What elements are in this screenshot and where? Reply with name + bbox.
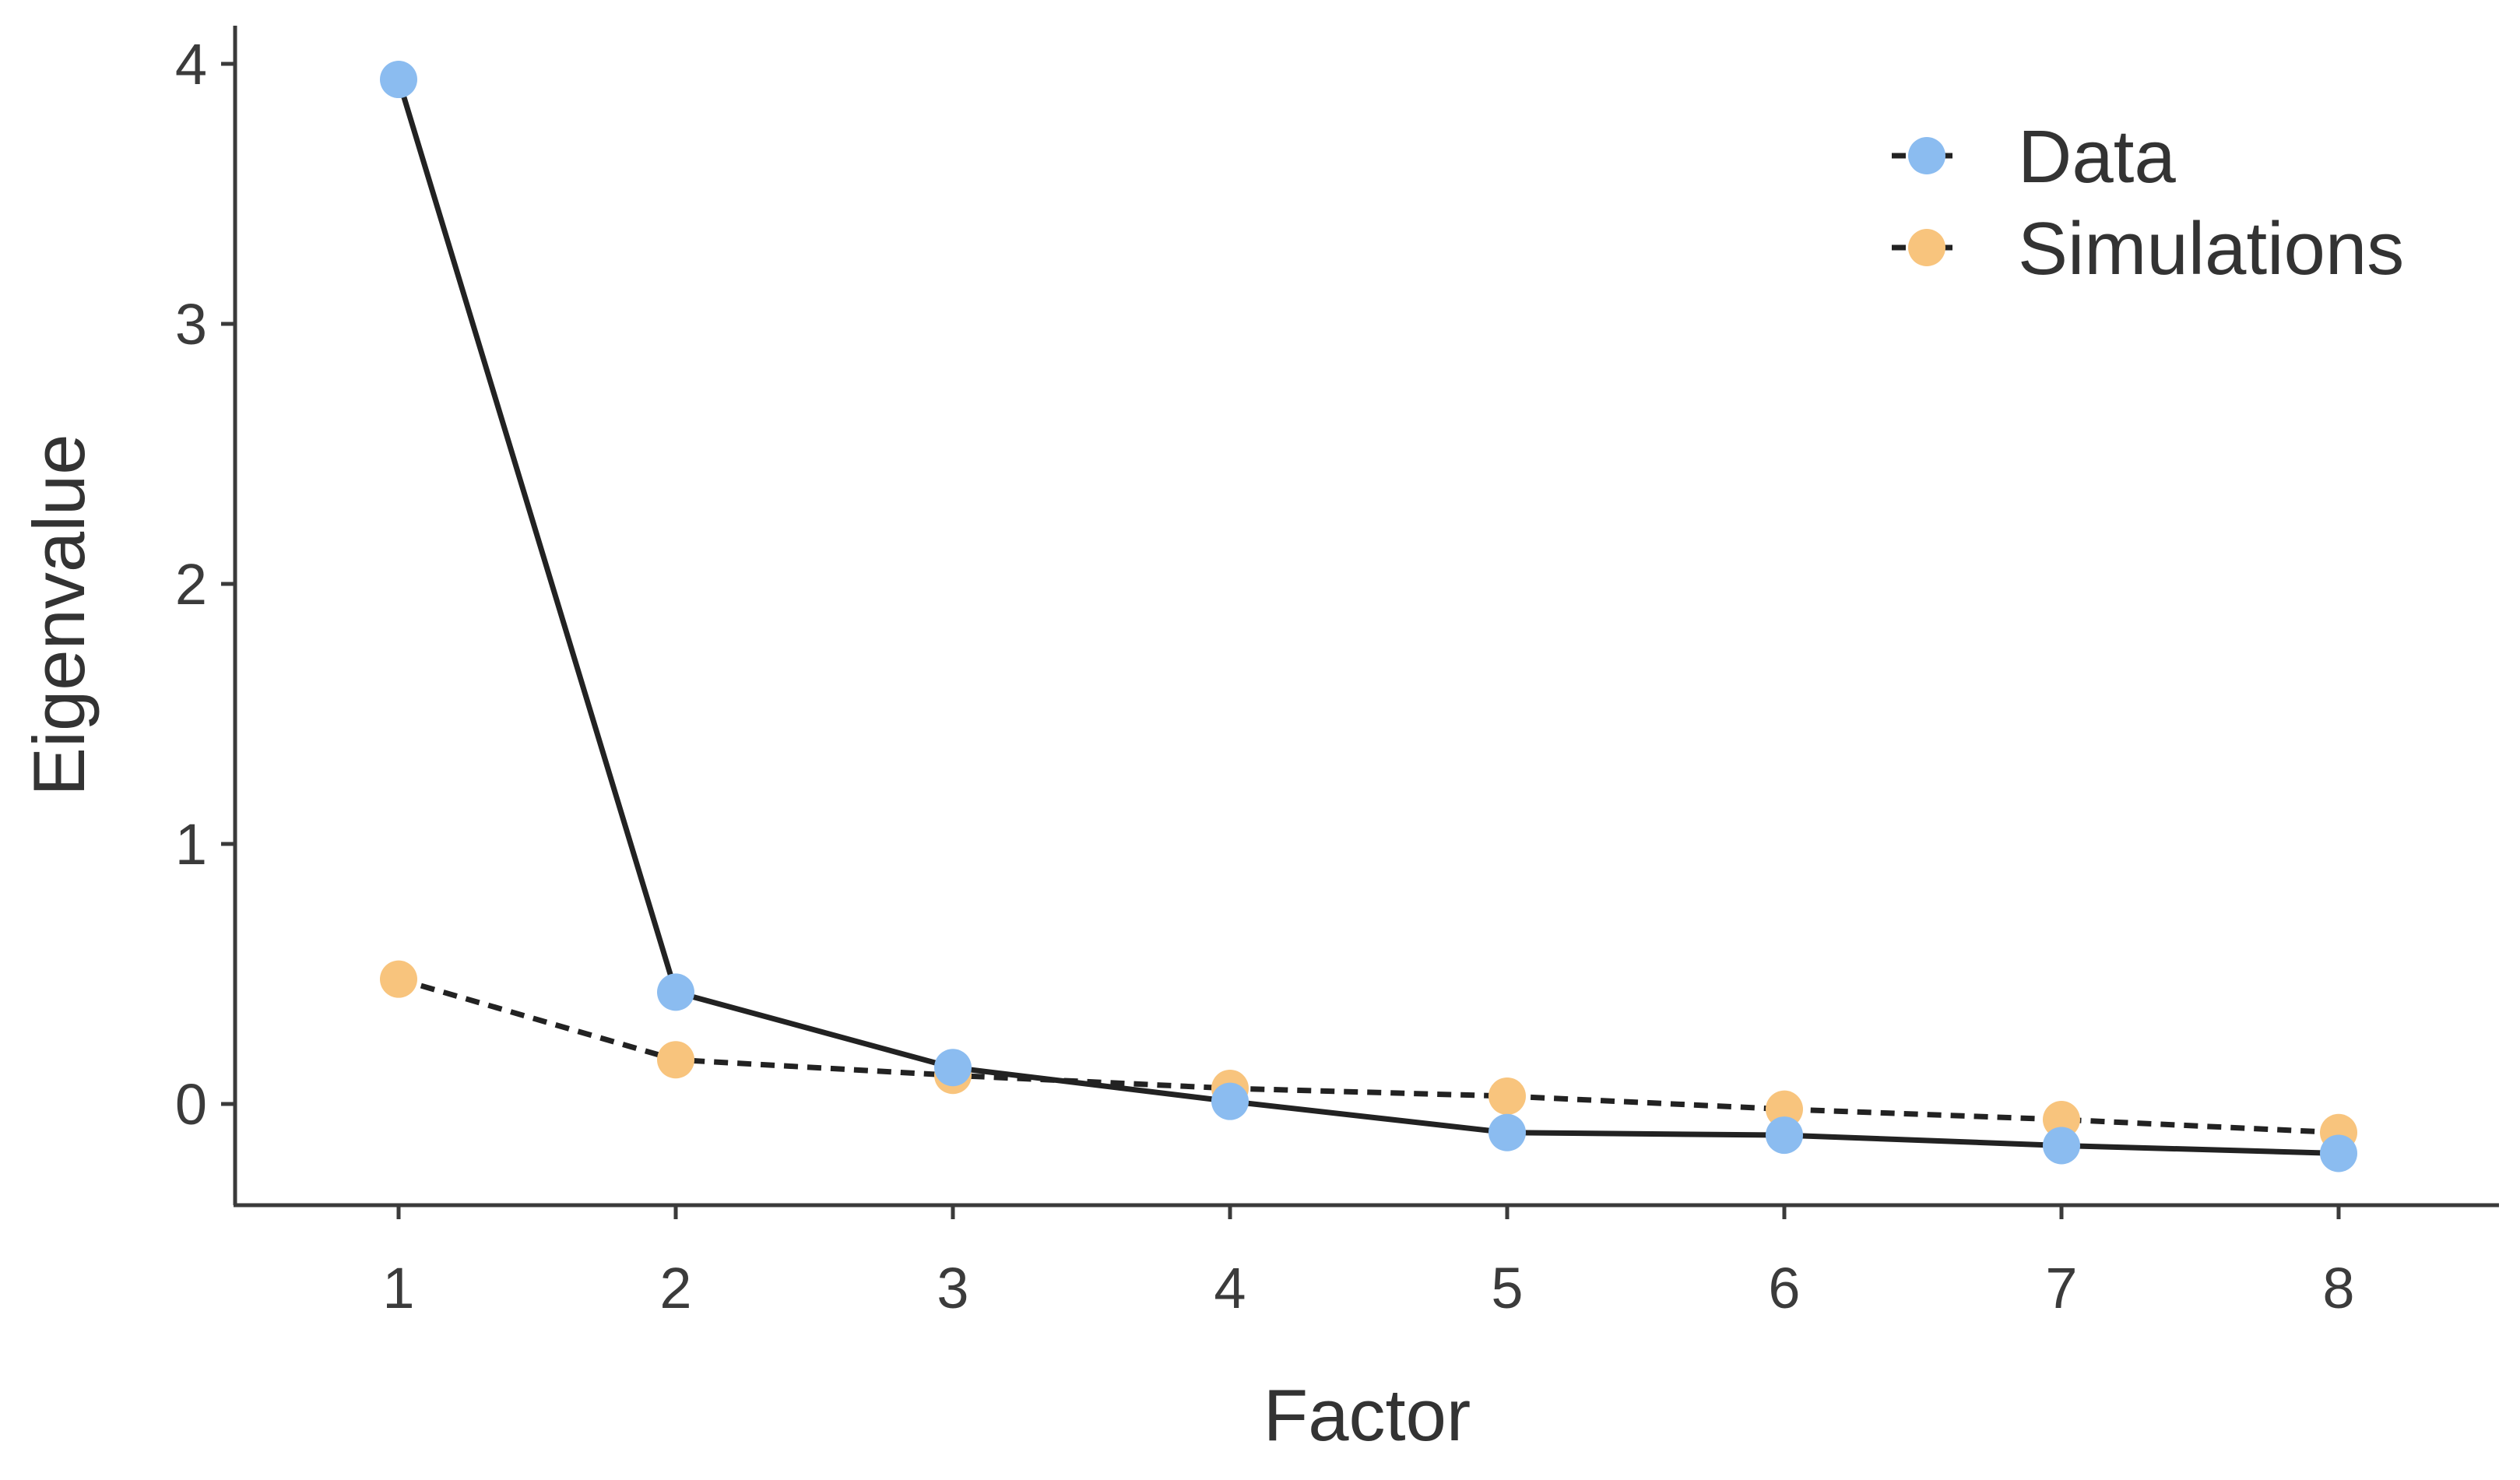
legend-item-data: Data xyxy=(1892,115,2176,199)
data-point-simulations xyxy=(1766,1090,1803,1128)
x-tick-label: 3 xyxy=(937,1256,968,1320)
y-tick-label: 1 xyxy=(175,812,207,877)
x-tick-label: 6 xyxy=(1768,1256,1800,1320)
data-point-simulations xyxy=(1488,1077,1526,1115)
x-tick-label: 2 xyxy=(659,1256,691,1320)
data-point-data xyxy=(2043,1127,2080,1165)
data-point-data xyxy=(2320,1134,2357,1172)
legend: Data Simulations xyxy=(1892,115,2404,290)
data-point-data xyxy=(1766,1116,1803,1155)
series-line-data xyxy=(395,79,2339,1156)
axes xyxy=(233,26,2499,1208)
data-point-data xyxy=(380,61,417,99)
series-points xyxy=(380,61,2357,1172)
ticks: 0 1 2 3 4 1 2 3 4 5 6 7 8 xyxy=(175,32,2355,1320)
x-tick-label: 1 xyxy=(382,1256,414,1320)
data-point-data xyxy=(1211,1082,1249,1120)
data-point-simulations xyxy=(657,1041,694,1079)
series-lines xyxy=(395,79,2339,1156)
x-tick-label: 4 xyxy=(1214,1256,1246,1320)
x-tick-label: 7 xyxy=(2045,1256,2077,1320)
y-tick-label: 0 xyxy=(175,1072,207,1137)
data-point-data xyxy=(934,1049,972,1087)
legend-label-simulations: Simulations xyxy=(2018,207,2404,290)
x-tick-label: 8 xyxy=(2322,1256,2354,1320)
legend-marker-data xyxy=(1908,137,1945,174)
y-tick-label: 3 xyxy=(175,292,207,357)
legend-label-data: Data xyxy=(2018,115,2176,199)
y-tick-label: 4 xyxy=(175,32,207,97)
data-point-simulations xyxy=(380,960,417,998)
x-tick-label: 5 xyxy=(1491,1256,1523,1320)
series-line-simulations xyxy=(398,976,2339,1136)
legend-marker-simulations xyxy=(1908,229,1945,266)
data-point-simulations xyxy=(2043,1101,2080,1139)
legend-item-simulations: Simulations xyxy=(1892,207,2404,290)
y-axis-title: Eigenvalue xyxy=(18,434,100,796)
data-point-data xyxy=(1488,1113,1526,1151)
y-tick-label: 2 xyxy=(175,552,207,617)
x-axis-title: Factor xyxy=(1264,1374,1471,1456)
data-point-data xyxy=(657,973,694,1011)
